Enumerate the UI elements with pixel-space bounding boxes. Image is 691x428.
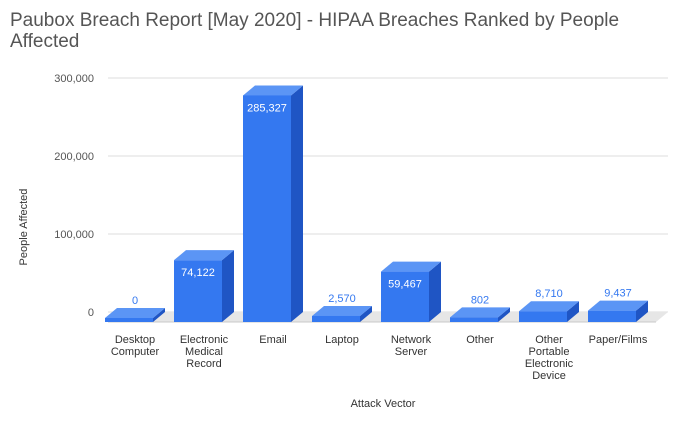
category-labels: Desktop Computer Electronic Medical Record Em…: [111, 334, 648, 382]
bar-side: [153, 308, 165, 322]
data-label: 285,327: [247, 102, 287, 114]
data-label: 59,467: [388, 279, 422, 291]
bars: [105, 85, 648, 322]
bar-front: [312, 315, 360, 322]
bar-front: [174, 260, 222, 322]
bar-top: [174, 250, 234, 261]
bar-side: [360, 305, 372, 322]
bar-side: [222, 250, 234, 322]
category-label: Laptop: [325, 334, 359, 346]
bar-front: [519, 311, 567, 322]
data-label: 802: [471, 294, 489, 306]
bar-top: [105, 308, 165, 318]
y-axis-label: People Affected: [18, 189, 30, 266]
y-tick-label: 0: [88, 307, 94, 319]
gridlines: 0 100,000 200,000 300,000: [54, 73, 668, 319]
data-label: 9,437: [604, 288, 632, 300]
bar-top: [588, 300, 648, 311]
bar-top: [243, 85, 303, 96]
bar: [105, 308, 165, 322]
bar-front: [450, 317, 498, 322]
data-label: 74,122: [181, 267, 215, 279]
category-label: Other Portable Electronic Device: [525, 334, 574, 382]
bar-side: [291, 85, 303, 322]
category-label: Email: [259, 334, 287, 346]
bar: [588, 300, 648, 322]
y-tick-label: 100,000: [54, 229, 94, 241]
bar-side: [498, 307, 510, 322]
category-label: Electronic Medical Record: [180, 334, 229, 370]
x-axis-label: Attack Vector: [351, 398, 416, 410]
data-label: 0: [132, 295, 138, 307]
category-label: Network Server: [391, 334, 432, 358]
y-tick-label: 200,000: [54, 151, 94, 163]
bar: [174, 250, 234, 322]
bar-front: [243, 95, 291, 322]
data-labels: 0 74,122 285,327 2,570 59,467 802 8,710 9,437: [132, 102, 632, 307]
bar: [243, 85, 303, 322]
bar-front: [588, 310, 636, 322]
bar-side: [636, 300, 648, 322]
category-label: Other: [466, 334, 494, 346]
bar-top: [450, 307, 510, 318]
bar: [519, 301, 579, 322]
category-label: Paper/Films: [589, 334, 648, 346]
bar-side: [567, 301, 579, 322]
bar-side: [429, 261, 441, 322]
chart-title: Paubox Breach Report [May 2020] - HIPAA …: [10, 10, 620, 52]
bar-front: [381, 271, 429, 322]
bar-front: [105, 318, 153, 322]
data-label: 2,570: [328, 293, 356, 305]
data-label: 8,710: [535, 288, 563, 300]
bar: [381, 261, 441, 322]
category-label: Desktop Computer: [111, 334, 160, 358]
bar-top: [519, 301, 579, 312]
bar-top: [312, 305, 372, 316]
bar: [450, 307, 510, 322]
y-tick-label: 300,000: [54, 73, 94, 85]
bar-top: [381, 261, 441, 272]
bar: [312, 305, 372, 322]
